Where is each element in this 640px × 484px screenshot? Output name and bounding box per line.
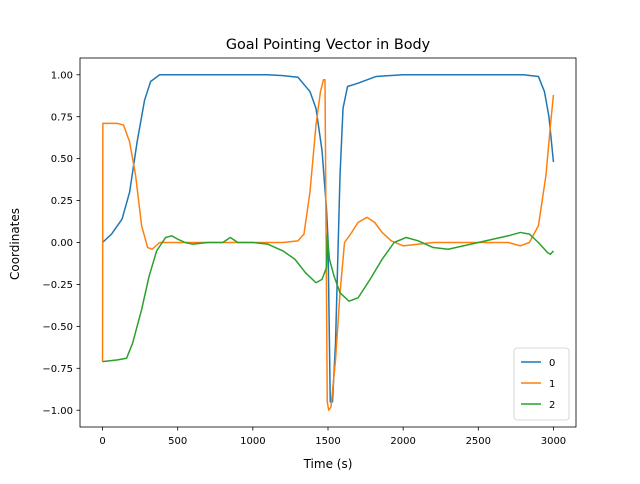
- y-tick-label: 0.25: [51, 196, 73, 207]
- y-tick-label: 0.50: [51, 154, 73, 165]
- legend-box: [513, 347, 570, 421]
- y-tick-label: −0.25: [42, 280, 73, 291]
- series-lines: [101, 74, 555, 411]
- y-tick-label: −0.75: [42, 364, 73, 375]
- legend-label-2: 2: [549, 400, 555, 411]
- y-tick-label: 0.75: [51, 112, 73, 123]
- x-tick-label: 2000: [390, 436, 415, 447]
- x-tick-label: 3000: [541, 436, 566, 447]
- y-axis-label: Coordinates: [8, 208, 22, 280]
- series-line-2: [102, 231, 555, 363]
- legend: 0 1 2: [513, 347, 570, 421]
- chart-title: Goal Pointing Vector in Body: [226, 37, 431, 53]
- legend-label-0: 0: [549, 358, 555, 369]
- y-tick-label: 1.00: [51, 70, 73, 81]
- x-tick-label: 1500: [315, 436, 340, 447]
- x-tick-label: 0: [99, 436, 105, 447]
- y-tick-label: 0.00: [51, 238, 73, 249]
- y-tick-label: −0.50: [42, 322, 73, 333]
- legend-label-1: 1: [549, 379, 555, 390]
- y-tick-label: −1.00: [42, 406, 73, 417]
- x-axis-label: Time (s): [303, 457, 353, 471]
- x-tick-label: 500: [168, 436, 187, 447]
- x-tick-label: 1000: [240, 436, 265, 447]
- x-tick-label: 2500: [466, 436, 491, 447]
